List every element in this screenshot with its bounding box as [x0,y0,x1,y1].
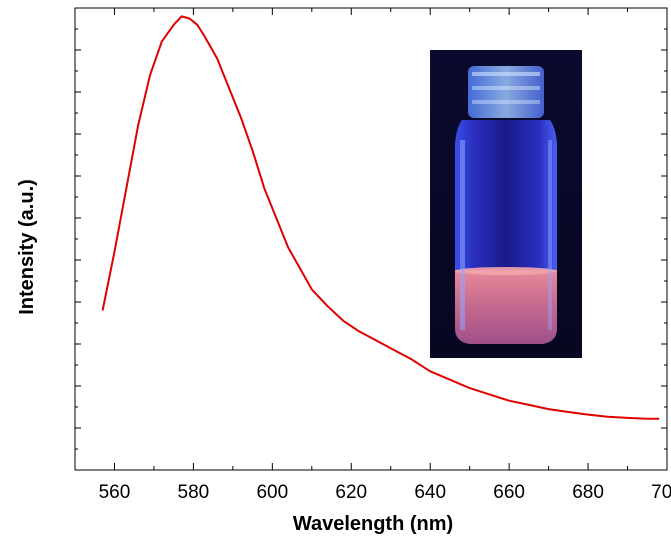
x-tick-label: 560 [99,482,131,503]
x-axis-label: Wavelength (nm) [293,513,453,535]
emission-spectrum-line [101,15,660,420]
x-tick-label: 700 [651,482,671,503]
fluorescent-liquid [455,270,557,344]
y-axis-label: Intensity (a.u.) [16,179,38,315]
x-tick-label: 660 [493,482,525,503]
x-tick-labels: 560 580 600 620 640 660 680 700 [99,482,671,503]
inset-vial-photo [430,50,582,358]
vial-neck [468,66,544,118]
x-tick-label: 600 [256,482,288,503]
x-tick-label: 580 [178,482,210,503]
x-tick-label: 640 [414,482,446,503]
x-tick-label: 680 [572,482,604,503]
x-tick-label: 620 [335,482,367,503]
axis-ticks [74,8,668,470]
